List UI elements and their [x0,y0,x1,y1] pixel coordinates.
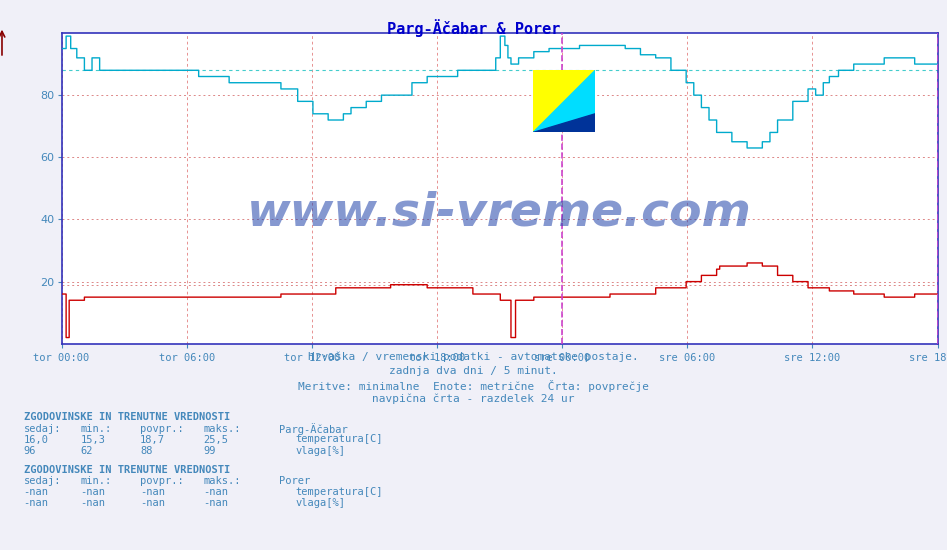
Text: -nan: -nan [204,487,228,497]
Text: 18,7: 18,7 [140,434,165,444]
Text: -nan: -nan [80,487,105,497]
Text: Porer: Porer [279,476,311,486]
Text: Parg-Äčabar: Parg-Äčabar [279,424,348,436]
Text: zadnja dva dni / 5 minut.: zadnja dva dni / 5 minut. [389,366,558,376]
Text: 15,3: 15,3 [80,434,105,444]
Text: -nan: -nan [140,498,165,508]
Polygon shape [533,70,596,133]
Text: -nan: -nan [80,498,105,508]
Text: 25,5: 25,5 [204,434,228,444]
Text: 96: 96 [24,446,36,455]
Text: 99: 99 [204,446,216,455]
Text: sedaj:: sedaj: [24,476,62,486]
Text: vlaga[%]: vlaga[%] [295,498,346,508]
Text: temperatura[C]: temperatura[C] [295,487,383,497]
Text: temperatura[C]: temperatura[C] [295,434,383,444]
Text: 88: 88 [140,446,152,455]
Text: -nan: -nan [204,498,228,508]
Text: 62: 62 [80,446,93,455]
Text: Meritve: minimalne  Enote: metrične  Črta: povprečje: Meritve: minimalne Enote: metrične Črta:… [298,379,649,392]
Text: www.si-vreme.com: www.si-vreme.com [247,191,752,236]
Text: maks.:: maks.: [204,476,241,486]
Text: povpr.:: povpr.: [140,424,184,433]
Text: povpr.:: povpr.: [140,476,184,486]
Polygon shape [533,70,596,133]
Text: sedaj:: sedaj: [24,424,62,433]
Text: ZGODOVINSKE IN TRENUTNE VREDNOSTI: ZGODOVINSKE IN TRENUTNE VREDNOSTI [24,412,230,422]
Text: -nan: -nan [24,487,48,497]
Text: ZGODOVINSKE IN TRENUTNE VREDNOSTI: ZGODOVINSKE IN TRENUTNE VREDNOSTI [24,465,230,475]
Text: maks.:: maks.: [204,424,241,433]
Text: min.:: min.: [80,424,112,433]
Text: min.:: min.: [80,476,112,486]
Polygon shape [533,114,596,133]
Text: 16,0: 16,0 [24,434,48,444]
Text: -nan: -nan [24,498,48,508]
Text: Hrvaška / vremenski podatki - avtomatske postaje.: Hrvaška / vremenski podatki - avtomatske… [308,352,639,362]
Text: navpična črta - razdelek 24 ur: navpična črta - razdelek 24 ur [372,393,575,404]
Text: vlaga[%]: vlaga[%] [295,446,346,455]
Text: Parg-Äčabar & Porer: Parg-Äčabar & Porer [386,19,561,37]
Text: -nan: -nan [140,487,165,497]
